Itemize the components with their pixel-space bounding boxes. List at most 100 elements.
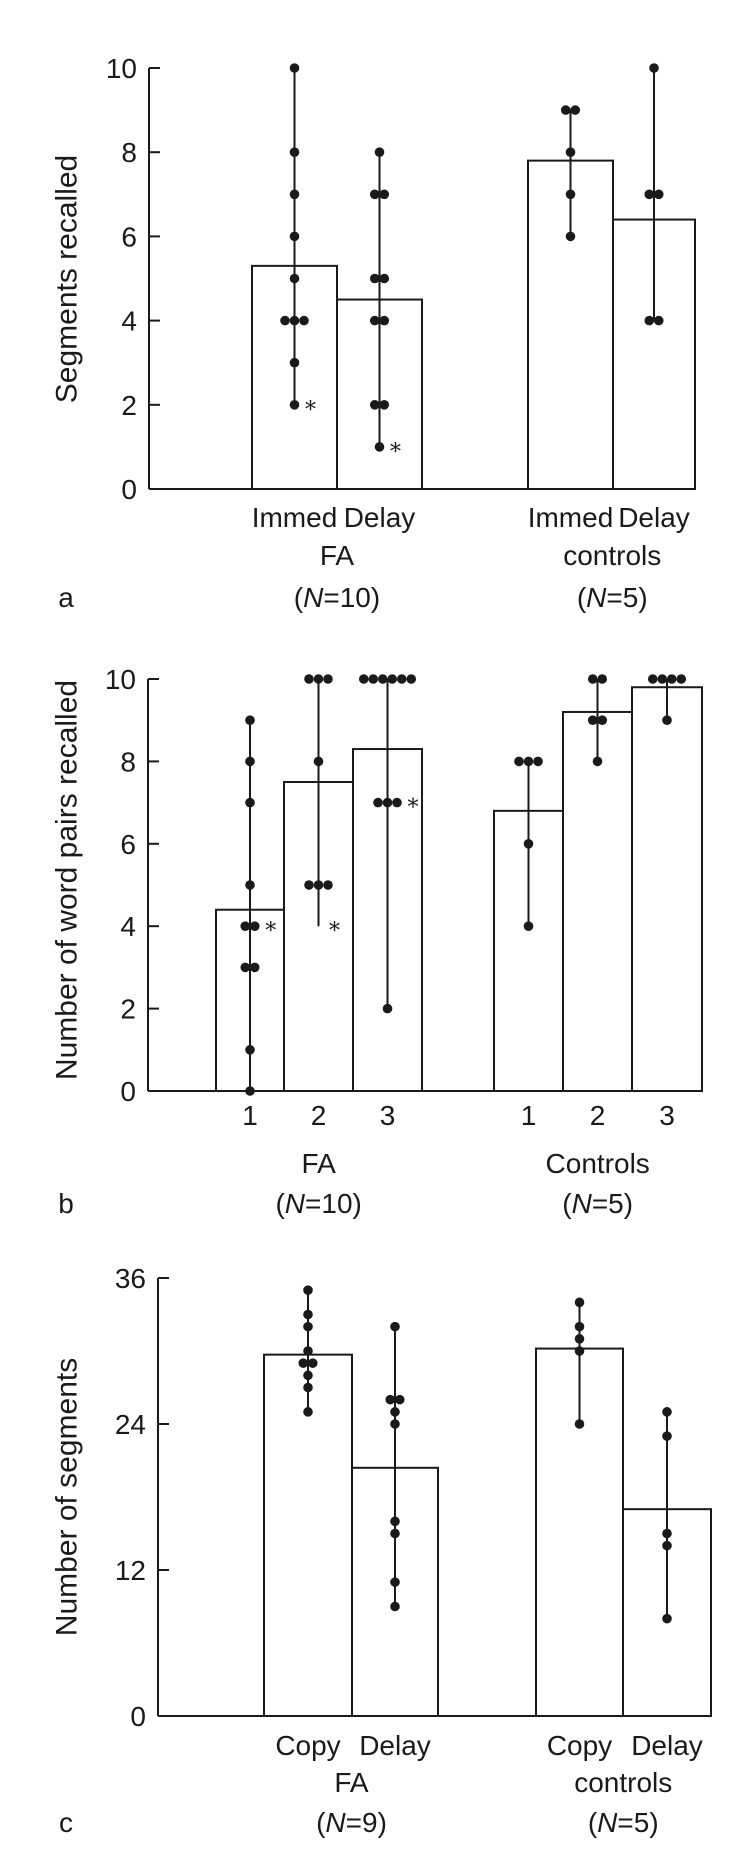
y-tick-label: 24: [115, 1409, 146, 1440]
data-point: [644, 315, 655, 326]
data-point: [289, 231, 300, 242]
y-axis-label: Number of segments: [51, 1358, 84, 1636]
bar-label: Copy: [547, 1730, 612, 1761]
n-label-part: N: [303, 582, 324, 613]
data-point: [304, 674, 314, 684]
data-point: [662, 715, 672, 725]
y-tick-label: 36: [115, 1263, 146, 1294]
significance-asterisk: *: [329, 919, 340, 944]
data-point: [240, 962, 251, 973]
data-point: [592, 756, 603, 767]
n-label-part: (: [316, 1807, 326, 1838]
group-label: controls: [563, 540, 661, 571]
n-label-part: N: [572, 1188, 593, 1219]
data-point: [387, 674, 398, 684]
bar-label: Immed: [528, 502, 614, 533]
group-label: Controls: [546, 1148, 650, 1179]
n-label-part: =9): [346, 1807, 387, 1838]
y-tick-label: 10: [105, 664, 136, 695]
data-point: [662, 1540, 672, 1551]
data-point: [662, 1407, 672, 1417]
n-label-part: N: [597, 1807, 618, 1838]
data-point: [565, 189, 576, 200]
significance-asterisk: *: [390, 440, 401, 465]
data-point: [303, 1285, 313, 1295]
data-point: [574, 1419, 585, 1429]
data-point: [379, 273, 390, 284]
y-tick-label: 6: [121, 221, 137, 252]
data-point: [289, 63, 300, 73]
data-point: [303, 1382, 313, 1393]
n-label-part: N: [285, 1188, 306, 1219]
data-point: [245, 1045, 255, 1055]
data-point: [245, 715, 255, 725]
data-point: [323, 674, 333, 684]
data-point: [369, 400, 380, 410]
data-point: [390, 1577, 400, 1587]
data-point: [298, 1358, 309, 1368]
group-n-label: (N=5): [577, 582, 648, 613]
data-point: [657, 674, 668, 684]
y-tick-label: 2: [121, 390, 137, 421]
data-point: [369, 315, 380, 326]
bar-label: Copy: [275, 1730, 340, 1761]
data-point: [303, 1370, 313, 1381]
data-point: [369, 273, 380, 284]
n-label-part: =10): [323, 582, 380, 613]
data-point: [303, 1346, 313, 1356]
data-point: [574, 1334, 585, 1344]
group-n-label: (N=10): [294, 582, 380, 613]
data-point: [560, 105, 571, 115]
data-point: [313, 880, 324, 890]
data-point: [280, 315, 290, 326]
data-point: [379, 315, 390, 326]
data-point: [587, 715, 598, 725]
data-point: [514, 756, 524, 767]
data-point: [289, 400, 300, 410]
data-point: [653, 315, 664, 326]
data-point: [245, 756, 255, 767]
data-point: [390, 1516, 400, 1527]
y-axis-label: Number of word pairs recalled: [51, 680, 84, 1080]
n-label-part: (: [577, 582, 587, 613]
n-label-part: =5): [592, 1188, 633, 1219]
group-n-label: (N=5): [562, 1188, 633, 1219]
data-point: [574, 1297, 585, 1308]
data-point: [390, 1321, 400, 1332]
data-point: [394, 1394, 405, 1405]
data-point: [303, 1309, 313, 1320]
data-point: [299, 315, 309, 326]
bar-label: 3: [380, 1100, 396, 1131]
panel-b: 0 2 4 6 8 10 Number of word pairs recalled b * 1 *…: [51, 664, 703, 1219]
data-point: [373, 797, 383, 808]
data-point: [289, 357, 300, 368]
data-point: [644, 189, 655, 200]
data-point: [245, 797, 255, 808]
n-label-part: =5): [617, 1807, 658, 1838]
data-point: [676, 674, 687, 684]
n-label-part: (: [275, 1188, 285, 1219]
group-n-label: (N=10): [275, 1188, 361, 1219]
bar-label: Delay: [359, 1730, 431, 1761]
data-point: [662, 1431, 672, 1441]
panel-letter: a: [58, 582, 74, 613]
data-point: [307, 1358, 318, 1368]
data-point: [245, 880, 255, 890]
n-label-part: =5): [606, 582, 647, 613]
data-point: [303, 1321, 313, 1332]
data-point: [358, 674, 369, 684]
data-point: [390, 1528, 400, 1539]
n-label-part: N: [325, 1807, 346, 1838]
data-point: [523, 921, 534, 931]
bar-label: 2: [590, 1100, 606, 1131]
group-label: FA: [334, 1767, 369, 1798]
bar-controls-2: [562, 710, 633, 1093]
data-point: [368, 674, 379, 684]
bar-controls-3: [631, 686, 703, 1092]
y-tick-label: 8: [120, 746, 136, 777]
data-point: [396, 674, 407, 684]
data-point: [574, 1346, 585, 1356]
panel-letter: c: [59, 1807, 73, 1838]
